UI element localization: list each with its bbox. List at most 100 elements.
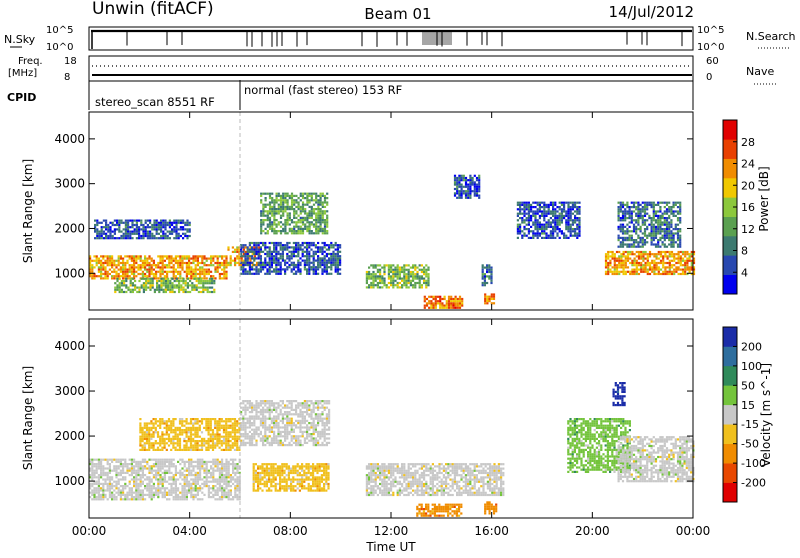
echo-cell [424,296,426,298]
echo-cell [534,221,536,223]
echo-cell [286,257,288,259]
echo-cell [140,463,142,465]
echo-cell [258,415,260,417]
echo-cell [304,251,306,253]
echo-cell [135,487,137,489]
echo-cell [273,249,275,251]
echo-cell [137,467,139,469]
echo-cell [559,217,561,219]
echo-cell [651,221,653,223]
echo-cell [114,233,116,235]
echo-cell [605,264,607,266]
echo-cell [618,264,620,266]
echo-cell [620,208,622,210]
echo-cell [234,260,236,262]
echo-cell [147,280,149,282]
echo-cell [162,224,164,226]
echo-cell [306,219,308,221]
echo-cell [113,470,115,472]
echo-cell [321,249,323,251]
echo-cell [637,204,639,206]
echo-cell [563,208,565,210]
echo-cell [152,278,154,280]
echo-cell [658,271,660,273]
echo-cell [264,402,266,404]
echo-cell [156,289,158,291]
echo-cell [528,215,530,217]
colorbar-tick-label: 24 [741,158,755,171]
echo-cell [217,481,219,483]
echo-cell [159,481,161,483]
echo-cell [532,221,534,223]
echo-cell [137,474,139,476]
echo-cell [167,224,169,226]
echo-cell [173,496,175,498]
echo-cell [280,413,282,415]
echo-cell [310,249,312,251]
echo-cell [309,195,311,197]
echo-cell [326,215,328,217]
echo-cell [206,277,208,279]
echo-cell [103,220,105,222]
echo-cell [265,210,267,212]
echo-cell [461,188,463,190]
echo-cell [326,204,328,206]
echo-cell [266,271,268,273]
echo-cell [635,232,637,234]
echo-cell [206,461,208,463]
echo-cell [249,249,251,251]
echo-cell [673,202,675,204]
echo-cell [539,204,541,206]
echo-cell [372,284,374,286]
echo-cell [137,498,139,500]
echo-cell [419,269,421,271]
echo-cell [177,487,179,489]
echo-cell [247,253,249,255]
echo-cell [273,242,275,244]
echo-cell [242,442,244,444]
echo-cell [204,282,206,284]
echo-cell [219,470,221,472]
echo-cell [682,253,684,255]
echo-cell [335,268,337,270]
echo-cell [304,246,306,248]
echo-cell [126,273,128,275]
echo-cell [541,237,543,239]
echo-cell [193,287,195,289]
echo-cell [190,277,192,279]
echo-cell [197,498,199,500]
echo-cell [556,215,558,217]
echo-cell [134,228,136,230]
echo-cell [122,271,124,273]
echo-cell [91,266,93,268]
echo-cell [648,224,650,226]
echo-cell [173,483,175,485]
echo-cell [122,472,124,474]
echo-cell [649,273,651,275]
echo-cell [675,228,677,230]
echo-cell [181,478,183,480]
echo-cell [93,459,95,461]
echo-cell [454,181,456,183]
echo-cell [302,208,304,210]
echo-cell [288,420,290,422]
echo-cell [147,235,149,237]
echo-cell [184,476,186,478]
echo-cell [640,255,642,257]
echo-cell [102,487,104,489]
echo-cell [146,463,148,465]
echo-cell [187,278,189,280]
echo-cell [576,235,578,237]
echo-cell [397,282,399,284]
echo-cell [228,465,230,467]
echo-cell [537,230,539,232]
echo-cell [375,264,377,266]
echo-cell [135,498,137,500]
echo-cell [142,481,144,483]
echo-cell [177,496,179,498]
echo-cell [288,251,290,253]
echo-cell [174,287,176,289]
echo-cell [264,273,266,275]
echo-cell [221,463,223,465]
echo-cell [618,215,620,217]
